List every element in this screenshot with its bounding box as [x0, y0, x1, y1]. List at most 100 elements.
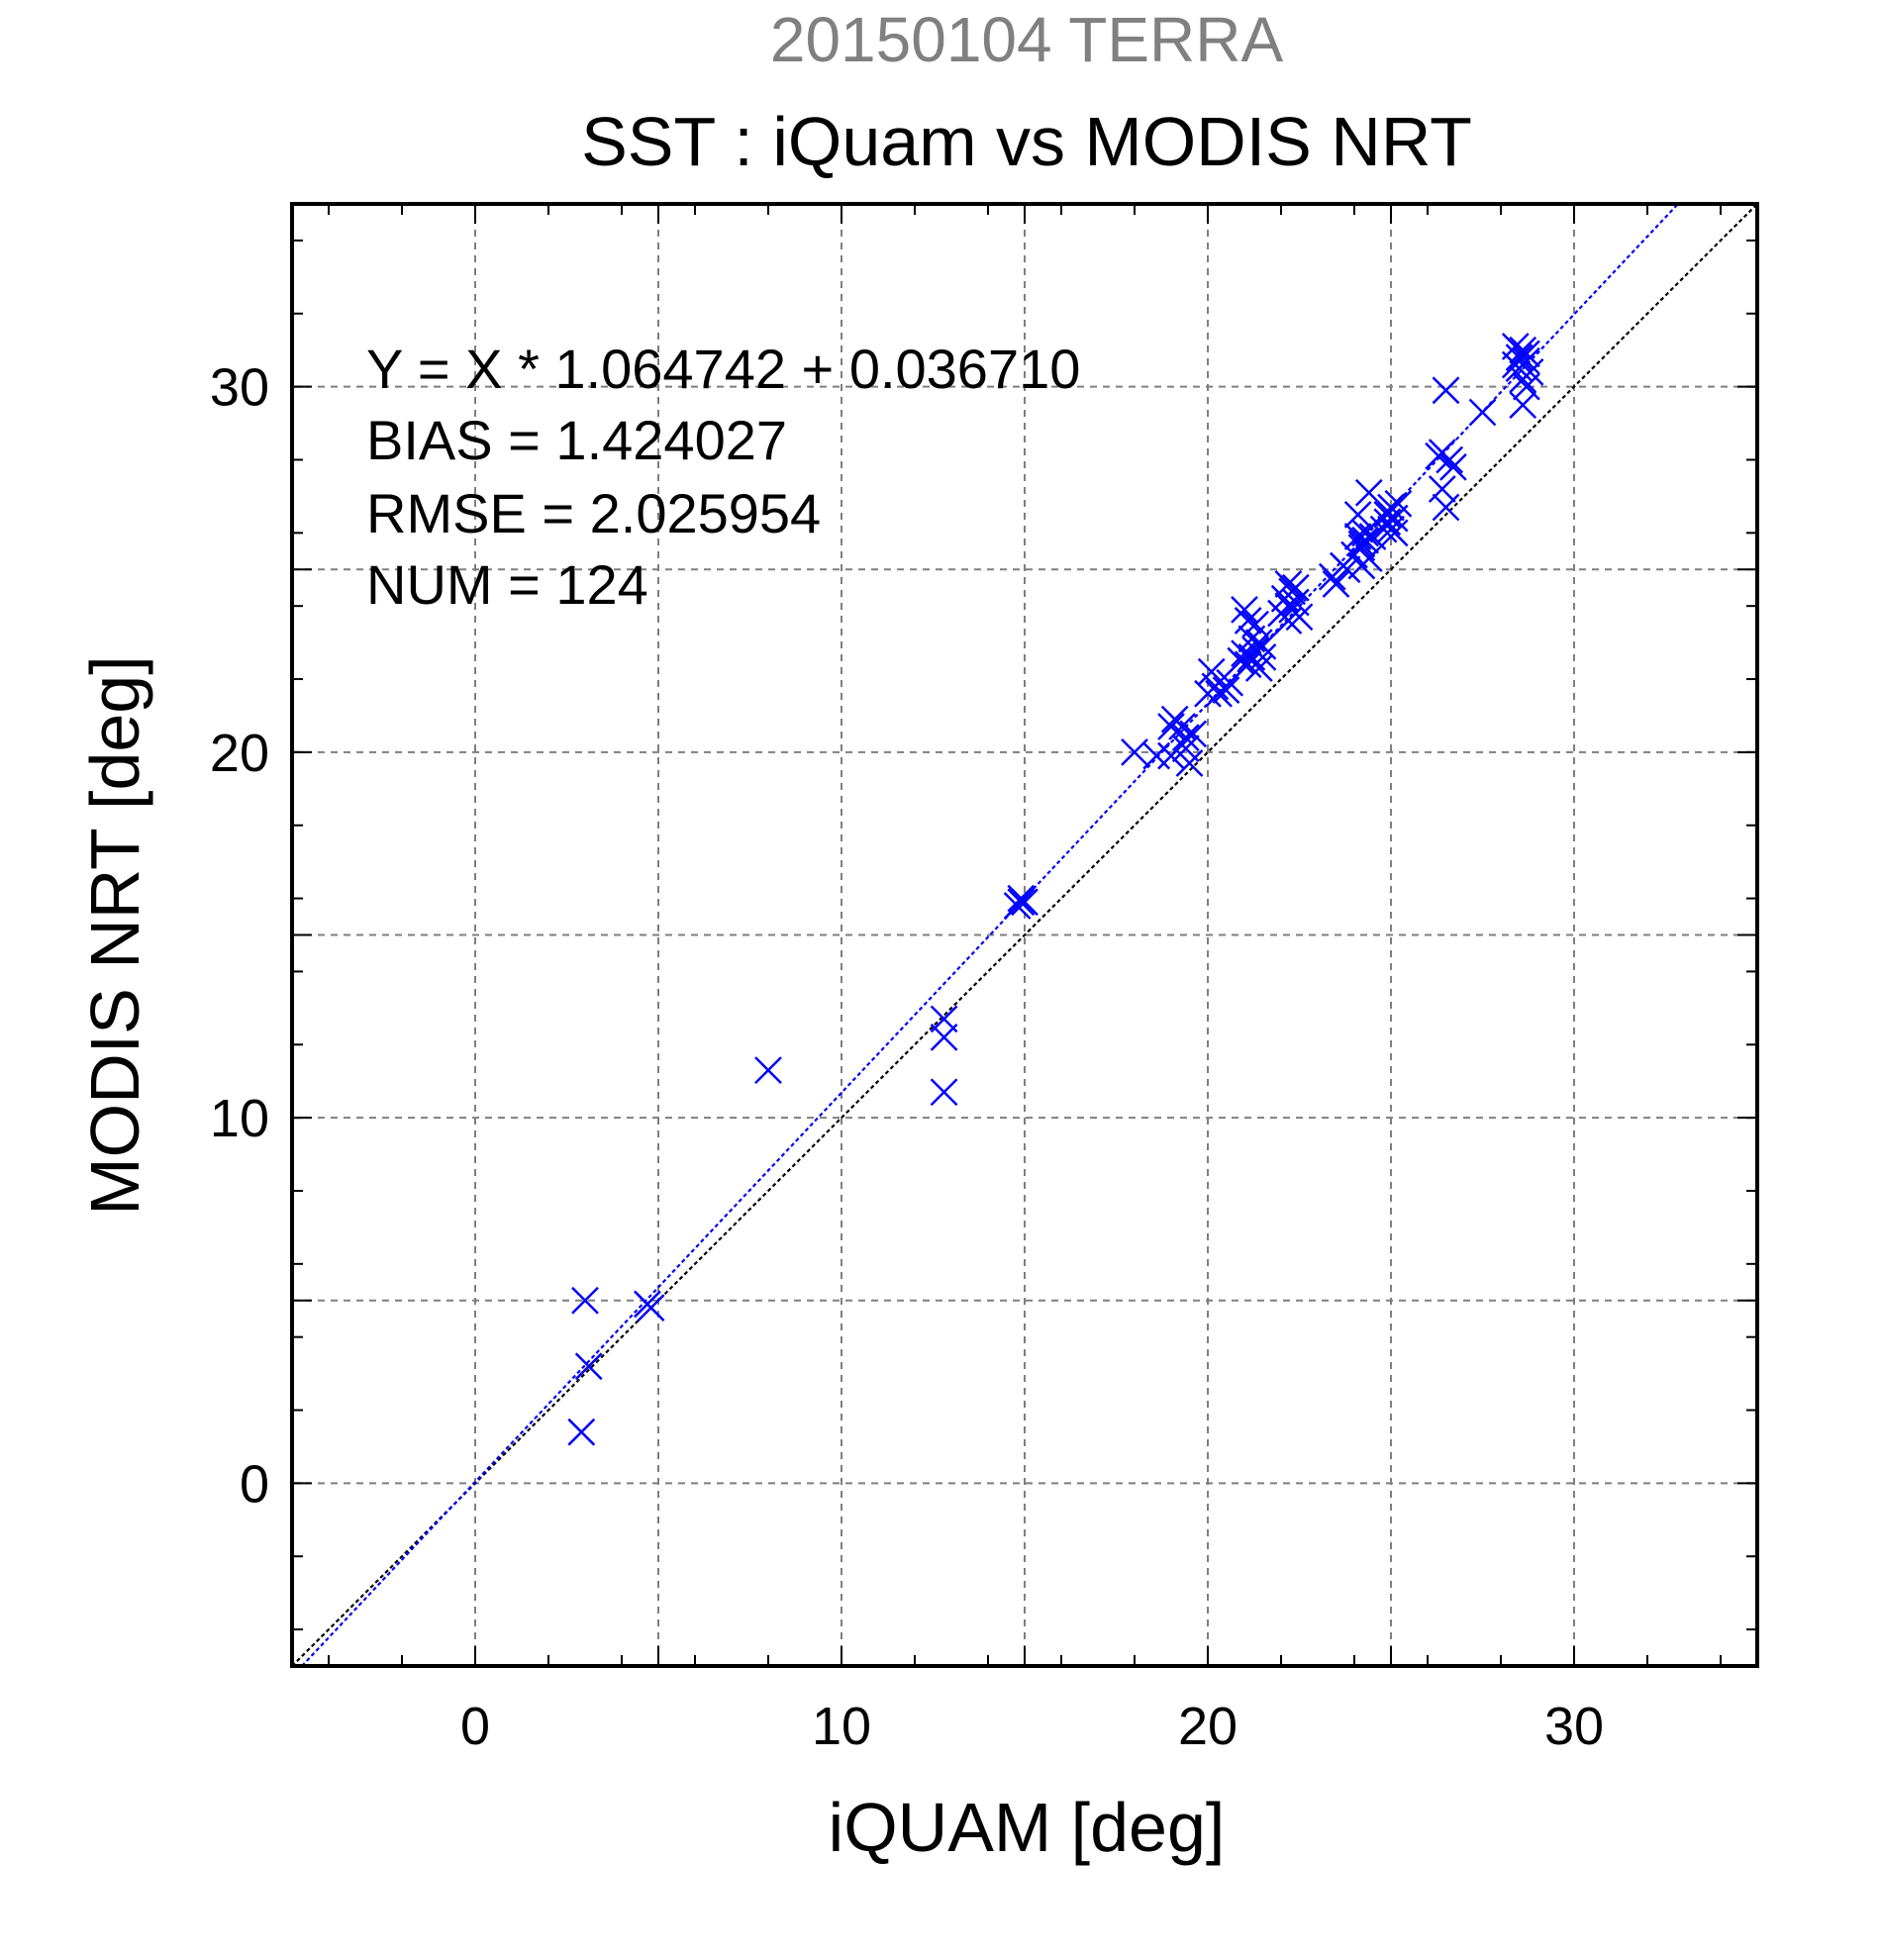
data-point — [1212, 676, 1240, 704]
data-point — [567, 1418, 596, 1446]
marker-stroke — [1343, 523, 1372, 550]
data-point — [1157, 713, 1185, 740]
data-point — [754, 1056, 782, 1085]
marker-stroke — [1432, 493, 1460, 522]
data-point — [1281, 573, 1310, 602]
marker-stroke — [1432, 376, 1460, 405]
data-point — [930, 1078, 958, 1107]
marker-stroke — [1274, 592, 1303, 621]
marker-stroke — [1142, 741, 1171, 770]
marker-stroke — [1509, 391, 1537, 419]
marker-stroke — [754, 1056, 782, 1085]
stats-box: Y = X * 1.064742 + 0.036710 BIAS = 1.424… — [366, 338, 1080, 616]
marker-stroke — [567, 1418, 596, 1446]
marker-stroke — [1428, 475, 1456, 503]
chart-subtitle: 20150104 TERRA — [770, 4, 1284, 75]
identity-line — [291, 203, 1758, 1667]
marker-stroke — [1322, 570, 1350, 598]
data-point — [1501, 350, 1530, 379]
data-point — [1322, 570, 1350, 598]
data-point — [1509, 391, 1537, 419]
marker-stroke — [1244, 654, 1273, 682]
marker-stroke — [1354, 478, 1383, 507]
data-point — [1248, 642, 1277, 671]
data-point — [1432, 493, 1460, 522]
data-point — [1351, 519, 1379, 547]
marker-stroke — [1343, 500, 1372, 529]
data-point — [1248, 632, 1277, 660]
data-point — [1468, 398, 1497, 427]
marker-stroke — [1513, 346, 1540, 375]
rmse-text: RMSE = 2.025954 — [366, 482, 821, 544]
data-point — [1234, 607, 1262, 635]
marker-stroke — [1248, 632, 1277, 660]
fit-equation-text: Y = X * 1.064742 + 0.036710 — [366, 338, 1080, 400]
marker-stroke — [1234, 650, 1262, 679]
data-point — [1274, 570, 1303, 598]
data-points — [567, 333, 1544, 1446]
data-point — [1380, 519, 1409, 547]
marker-stroke — [1212, 676, 1240, 704]
data-point — [1354, 478, 1383, 507]
y-tick-label: 30 — [210, 358, 269, 418]
data-point — [1241, 610, 1269, 638]
marker-stroke — [930, 1005, 958, 1033]
y-tick-label: 0 — [240, 1454, 269, 1514]
marker-stroke — [1171, 735, 1200, 763]
x-tick-label: 20 — [1178, 1697, 1238, 1756]
x-axis-label: iQUAM [deg] — [829, 1789, 1226, 1866]
marker-stroke — [574, 1352, 603, 1381]
marker-stroke — [571, 1286, 599, 1315]
data-point — [1157, 741, 1185, 770]
data-point — [1509, 336, 1537, 364]
data-point — [1347, 530, 1376, 558]
marker-stroke — [1241, 610, 1269, 638]
marker-stroke — [1373, 508, 1402, 537]
marker-stroke — [1175, 749, 1204, 777]
data-point — [1428, 475, 1456, 503]
marker-stroke — [1516, 357, 1544, 386]
marker-stroke — [1007, 884, 1036, 913]
marker-stroke — [1274, 607, 1303, 635]
marker-stroke — [1347, 530, 1376, 558]
marker-stroke — [637, 1294, 665, 1323]
data-point — [1432, 376, 1460, 405]
marker-stroke — [1007, 888, 1036, 917]
tick-labels: 0 10 20 30 0 10 20 30 — [210, 358, 1604, 1756]
data-point — [1142, 741, 1171, 770]
marker-stroke — [1351, 519, 1379, 547]
marker-stroke — [1281, 573, 1310, 602]
data-point — [571, 1286, 599, 1315]
data-point — [1234, 650, 1262, 679]
data-point — [1384, 489, 1413, 518]
marker-stroke — [1234, 607, 1262, 635]
marker-stroke — [1468, 398, 1497, 427]
marker-stroke — [1248, 642, 1277, 671]
data-point — [1231, 595, 1258, 624]
data-point — [1274, 592, 1303, 621]
y-axis-label: MODIS NRT [deg] — [76, 655, 153, 1215]
marker-stroke — [1384, 489, 1413, 518]
data-point — [1516, 357, 1544, 386]
data-point — [1179, 720, 1208, 748]
x-tick-label: 10 — [812, 1697, 871, 1756]
marker-stroke — [1281, 588, 1310, 617]
x-tick-label: 0 — [460, 1697, 490, 1756]
data-point — [1171, 735, 1200, 763]
chart-title: SST : iQuam vs MODIS NRT — [581, 103, 1472, 180]
data-point — [574, 1352, 603, 1381]
marker-stroke — [1171, 724, 1200, 751]
marker-stroke — [1157, 713, 1185, 740]
marker-stroke — [1380, 519, 1409, 547]
bias-text: BIAS = 1.424027 — [366, 409, 787, 471]
data-point — [1343, 500, 1372, 529]
marker-stroke — [930, 1078, 958, 1107]
num-text: NUM = 124 — [366, 553, 648, 616]
marker-stroke — [1274, 570, 1303, 598]
data-point — [1274, 607, 1303, 635]
data-point — [637, 1294, 665, 1323]
marker-stroke — [1231, 595, 1258, 624]
data-point — [1007, 888, 1036, 917]
data-point — [930, 1005, 958, 1033]
